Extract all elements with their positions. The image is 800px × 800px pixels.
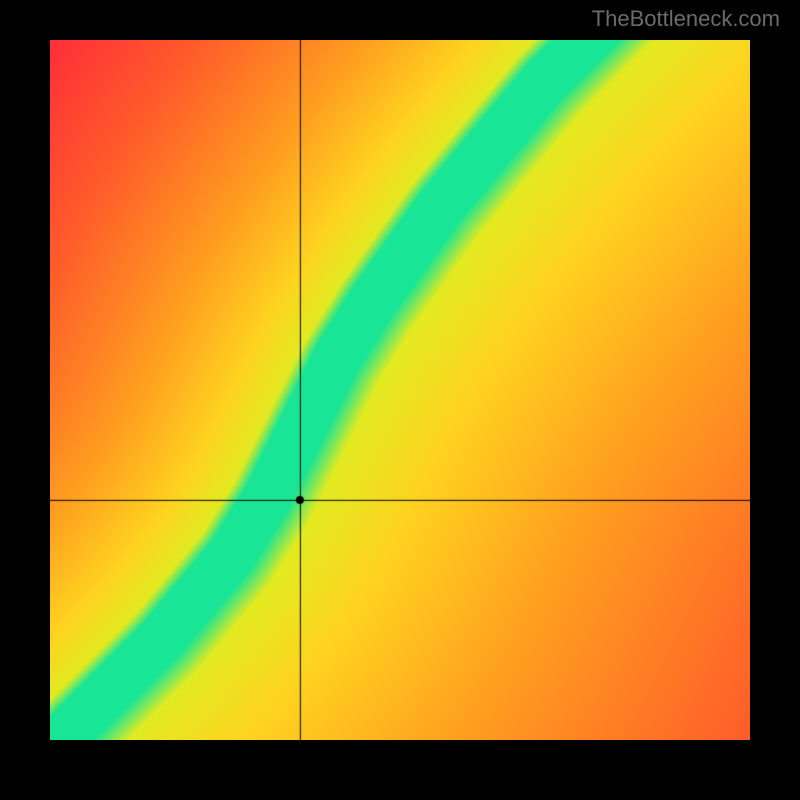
heatmap-plot [50,40,750,740]
heatmap-canvas [50,40,750,740]
watermark-text: TheBottleneck.com [592,6,780,32]
chart-container: TheBottleneck.com [0,0,800,800]
